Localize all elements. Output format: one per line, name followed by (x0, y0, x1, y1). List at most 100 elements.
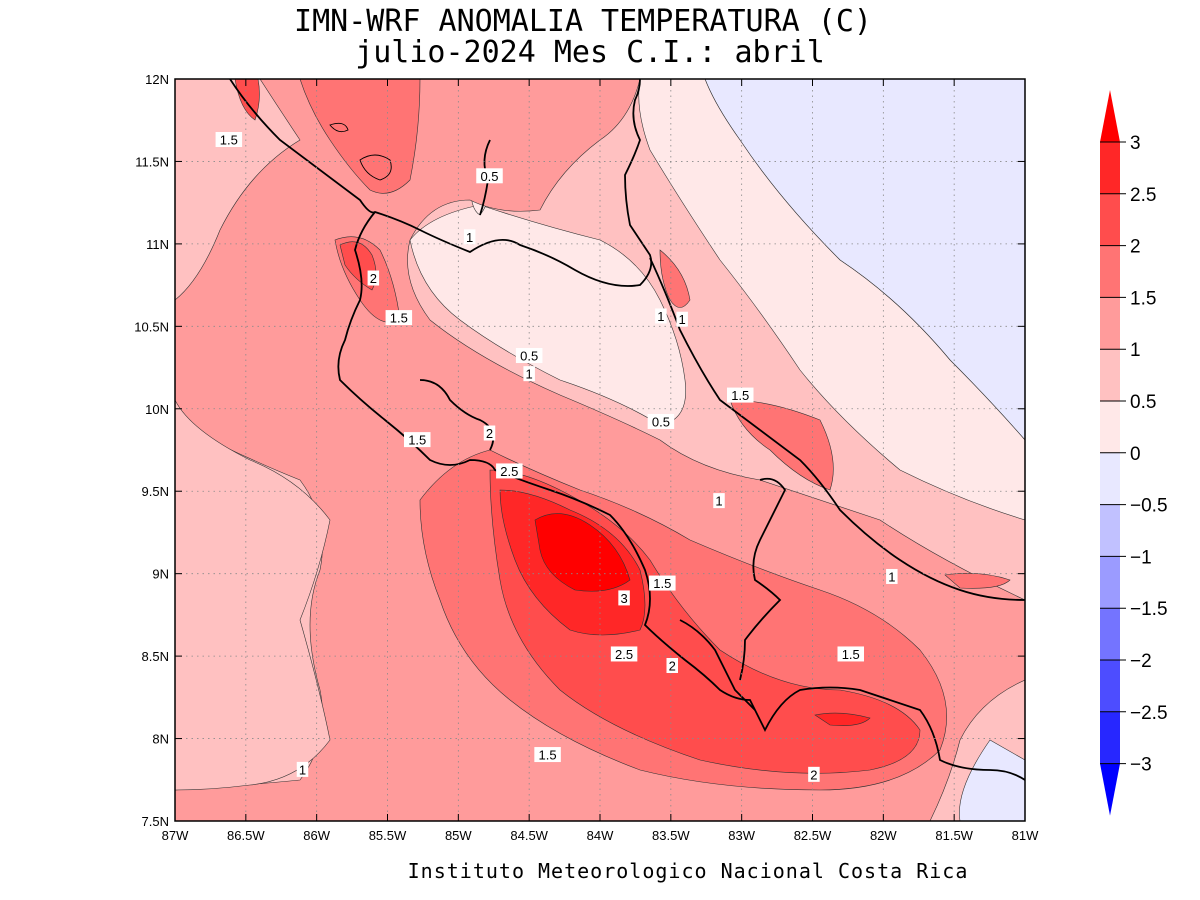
colorbar-label: 0.5 (1130, 392, 1156, 413)
contour-label: 2 (808, 766, 820, 782)
colorbar-segment (1100, 193, 1120, 246)
y-tick-label: 9.5N (142, 484, 169, 499)
contour-label-text: 1 (657, 309, 664, 324)
contour-label-box (837, 646, 864, 662)
contour-label-box (215, 132, 243, 148)
contour-label-text: 1.5 (390, 311, 408, 326)
contour-label-text: 1.5 (653, 576, 671, 591)
field-band-1.5-2-east (944, 573, 1011, 589)
contour-label-text: 1 (679, 312, 686, 327)
contour-label-text: 1 (466, 230, 473, 245)
x-tick-label: 81.5W (935, 828, 973, 843)
axis-ticks: 87W 86.5W 86W 85.5W 85W 84.5W 84W 83.5W 83W 82.5W… (134, 72, 1039, 843)
contour-label-text: 2.5 (500, 464, 518, 479)
colorbar-segment (1100, 504, 1120, 557)
field-band-1.5-2-north (299, 79, 421, 194)
contour-label-text: 1 (888, 569, 895, 584)
contour-label: 1.5 (404, 432, 431, 448)
contour-label: 1 (463, 229, 476, 245)
field-band-above-3 (534, 513, 631, 592)
colorbar-label: 1.5 (1130, 288, 1156, 309)
contour-label: 2 (483, 425, 496, 441)
contour-label-text: 1.5 (539, 748, 557, 763)
colorbar: 3 2.5 2 1.5 1 0.5 0 −0.5 −1 −1.5 −2 −2.5 −3 (1100, 90, 1168, 816)
colorbar-under-arrow (1100, 763, 1120, 816)
x-tick-label: 82W (870, 828, 897, 843)
y-tick-label: 7.5N (142, 814, 169, 829)
contour-label: 1 (655, 308, 667, 324)
y-tick-label: 10.5N (134, 319, 169, 334)
colorbar-label: −2 (1130, 651, 1152, 672)
contour-label: 0.5 (515, 348, 543, 364)
contour-label-box (367, 270, 380, 286)
colorbar-segment (1100, 711, 1120, 764)
contour-label-box (647, 413, 675, 429)
x-tick-label: 84W (587, 828, 614, 843)
contour-label: 1.5 (385, 310, 413, 326)
contour-label-box (713, 493, 725, 509)
contour-label-box (618, 590, 630, 606)
contour-label: 1.5 (215, 132, 243, 148)
contour-label-text: 0.5 (652, 414, 670, 429)
contour-label: 1.5 (727, 387, 754, 403)
colorbar-segment (1100, 349, 1120, 401)
x-tick-label: 84.5W (510, 828, 548, 843)
contour-label-box (515, 348, 543, 364)
contour-label-text: 1 (299, 762, 306, 777)
x-tick-label: 82.5W (794, 828, 832, 843)
contour-label-box (404, 432, 431, 448)
field-band-0-0.5-east (638, 79, 1025, 521)
contour-label-text: 0.5 (480, 169, 498, 184)
contour-label-text: 2 (810, 767, 817, 782)
contour-label: 1.5 (649, 575, 676, 591)
field-band-0-0.5-interior (409, 204, 686, 426)
colorbar-segment (1100, 245, 1120, 298)
contour-label-text: 2 (669, 659, 676, 674)
contour-label: 2 (666, 658, 678, 674)
contour-label-box (727, 387, 754, 403)
contour-label-text: 0.5 (520, 349, 538, 364)
map-subtitle: julio-2024 Mes C.I.: abril (355, 35, 825, 70)
contour-label-text: 1.5 (731, 388, 749, 403)
contour-label: 2 (367, 270, 380, 286)
contour-label-box (476, 168, 503, 184)
contour-label-box (808, 766, 820, 782)
contour-label-text: 1 (715, 494, 722, 509)
colorbar-segment (1100, 556, 1120, 609)
y-tick-label: 9N (152, 567, 169, 582)
colorbar-segment (1100, 660, 1120, 712)
coastlines-and-borders (229, 79, 1025, 781)
colorbar-segment (1100, 401, 1120, 453)
colorbar-label: −3 (1130, 755, 1152, 776)
y-tick-label: 12N (145, 72, 169, 87)
contour-label-text: 2 (370, 271, 377, 286)
contour-label-box (666, 658, 678, 674)
x-tick-label: 81W (1012, 828, 1039, 843)
colorbar-label: 0 (1130, 444, 1141, 465)
contour-label: 1 (296, 761, 309, 777)
contour-label: 2.5 (496, 463, 523, 479)
field-band-1.5-2-small (659, 249, 691, 308)
contour-label: 1 (523, 366, 535, 382)
contour-label-text: 1 (526, 367, 533, 382)
x-tick-label: 86.5W (227, 828, 265, 843)
contour-label-box (523, 366, 535, 382)
contour-label-box (886, 568, 898, 584)
contour-label-box (496, 463, 523, 479)
y-tick-label: 11.5N (135, 154, 169, 169)
colorbar-label: 1 (1130, 340, 1141, 361)
colorbar-segment (1100, 452, 1120, 505)
contour-label-box (483, 425, 496, 441)
contour-label: 0.5 (647, 413, 675, 429)
contour-label-box (649, 575, 676, 591)
y-tick-label: 8N (152, 732, 169, 747)
field-band-0.5-1-northwest (175, 79, 301, 301)
contour-label: 3 (618, 590, 630, 606)
contour-label: 1.5 (534, 747, 561, 763)
contour-label-box (296, 761, 309, 777)
x-tick-label: 83.5W (652, 828, 690, 843)
contour-label-text: 3 (620, 591, 627, 606)
contour-label-box (610, 646, 638, 662)
contour-label: 1 (676, 311, 688, 327)
colorbar-segment (1100, 608, 1120, 660)
